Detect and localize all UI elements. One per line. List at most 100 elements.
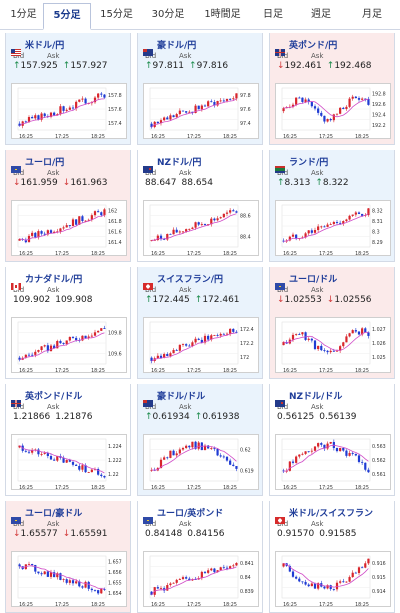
y-tick-label: 0.619	[240, 469, 254, 475]
card-header: ランド/円	[270, 154, 394, 173]
y-tick-label: 0.841	[240, 561, 254, 567]
candle	[46, 230, 49, 235]
rate-card[interactable]: NZドル/円 Bid Ask 88.647 88.654 88.6 88.4 16:25 17:…	[137, 150, 263, 262]
candle	[342, 107, 345, 110]
rate-card[interactable]: スイスフラン/円 Bid Ask ↑172.445 ↑172.461 172.4 172.2…	[137, 267, 263, 379]
rate-card[interactable]: 英ポンド/ドル Bid Ask 1.21866 1.21876 1.224 1.222 1.2…	[5, 384, 131, 496]
pair-name[interactable]: ユーロ/円	[25, 157, 65, 168]
chart-container[interactable]: 1.224 1.222 1.22 16:25 17:25 18:25	[11, 434, 127, 491]
chart-container[interactable]: 0.563 0.562 0.561 16:25 17:25 18:25	[275, 434, 391, 491]
pair-name[interactable]: ユーロ/豪ドル	[25, 508, 83, 519]
price-chart: 97.8 97.6 97.4 16:25 17:25 18:25	[149, 87, 251, 140]
rate-card[interactable]: ユーロ/英ポンド Bid Ask 0.84148 0.84156 0.841 0.84 0.8…	[137, 501, 263, 613]
pair-name[interactable]: 英ポンド/円	[289, 40, 338, 51]
pair-name[interactable]: ユーロ/ドル	[289, 274, 338, 285]
candle	[43, 571, 46, 575]
tab-3[interactable]: 30分足	[151, 9, 185, 20]
rate-card[interactable]: ユーロ/ドル Bid Ask ↓1.02553 ↓1.02556 1.027 1.026 1.…	[269, 267, 395, 379]
chart-container[interactable]: 192.8 192.6 192.4 192.2 16:25 17:25 18:25	[275, 83, 391, 140]
rate-card[interactable]: 豪ドル/ドル Bid Ask ↑0.61934 ↑0.61938 0.62 0.619 16:…	[137, 384, 263, 496]
arrow-down-icon: ↓	[277, 61, 285, 71]
tab-2[interactable]: 15分足	[100, 9, 133, 20]
chart-container[interactable]: 162 161.8 161.6 161.4 16:25 17:25 18:25	[11, 200, 127, 257]
bid-label: Bid	[13, 520, 25, 528]
pair-name[interactable]: スイスフラン/円	[157, 274, 224, 285]
rate-card[interactable]: 米ドル/円 Bid Ask ↑157.925 ↑157.927 157.8 157.6 157…	[5, 33, 131, 145]
tab-4[interactable]: 1時間足	[204, 9, 241, 20]
rate-card[interactable]: 米ドル/スイスフラン Bid Ask 0.91570 0.91585 0.916 0.915…	[269, 501, 395, 613]
candle	[323, 115, 326, 122]
y-tick-label: 172	[240, 355, 249, 361]
candle	[75, 101, 78, 109]
tab-5[interactable]: 日足	[263, 9, 283, 20]
candle	[181, 447, 185, 450]
candle	[68, 336, 71, 341]
candle	[339, 107, 342, 114]
candle	[219, 217, 222, 219]
chart-container[interactable]: 1.657 1.656 1.655 1.654 16:25 17:25 18:25	[11, 551, 127, 608]
candle	[163, 588, 166, 591]
rate-card[interactable]: 豪ドル/円 Bid Ask ↑97.811 ↑97.816 97.8 97.6 97.4 16:…	[137, 33, 263, 145]
candle	[185, 344, 188, 346]
rate-card[interactable]: ランド/円 Bid Ask ↑8.313 ↑8.322 8.32 8.31 8.3 8.29 16…	[269, 150, 395, 262]
pair-name[interactable]: 米ドル/スイスフラン	[289, 508, 374, 519]
rate-card[interactable]: 英ポンド/円 Bid Ask ↓192.461 ↑192.468 192.8 192.6 19…	[269, 33, 395, 145]
candle	[90, 215, 93, 220]
candle	[62, 579, 65, 580]
candle	[68, 459, 71, 462]
ch-flag-icon	[275, 509, 285, 524]
pair-name[interactable]: ユーロ/英ポンド	[157, 508, 224, 519]
tab-0[interactable]: 1分足	[10, 9, 37, 20]
candle	[320, 112, 323, 116]
rate-card[interactable]: カナダドル/円 Bid Ask 109.902 109.908 109.8 109.6 16:…	[5, 267, 131, 379]
candle	[232, 328, 235, 332]
y-tick-label: 0.916	[372, 561, 386, 567]
chart-container[interactable]: 157.8 157.6 157.4 16:25 17:25 18:25	[11, 83, 127, 140]
candle	[361, 213, 364, 216]
pair-name[interactable]: NZドル/円	[157, 157, 202, 168]
candle	[163, 354, 166, 358]
price-chart: 0.563 0.562 0.561 16:25 17:25 18:25	[281, 438, 386, 491]
rate-card[interactable]: NZドル/ドル Bid Ask 0.56125 0.56139 0.563 0.562 0.5…	[269, 384, 395, 496]
pair-name[interactable]: 豪ドル/円	[157, 40, 197, 51]
tab-7[interactable]: 月足	[362, 9, 382, 20]
tab-1[interactable]: 5分足	[43, 3, 91, 30]
chart-container[interactable]: 88.6 88.4 16:25 17:25 18:25	[143, 200, 259, 257]
candle	[103, 589, 106, 590]
pair-name[interactable]: 英ポンド/ドル	[25, 391, 83, 402]
ask-label: Ask	[47, 403, 60, 411]
bid-value: ↑97.811	[145, 61, 185, 71]
y-tick-label: 1.655	[108, 580, 122, 586]
x-tick-label: 17:25	[319, 134, 333, 140]
candle	[103, 328, 106, 329]
pair-name[interactable]: 米ドル/円	[25, 40, 65, 51]
bid-value: 88.647	[145, 178, 177, 188]
chart-container[interactable]: 97.8 97.6 97.4 16:25 17:25 18:25	[143, 83, 259, 140]
pair-name[interactable]: ランド/円	[289, 157, 329, 168]
chart-container[interactable]: 1.027 1.026 1.025 16:25 17:25 18:25	[275, 317, 391, 374]
rate-card[interactable]: ユーロ/豪ドル Bid Ask ↓1.65577 ↓1.65591 1.657 1.656 1…	[5, 501, 131, 613]
chart-container[interactable]: 0.841 0.84 0.839 16:25 17:25 18:25	[143, 551, 259, 608]
arrow-up-icon: ↑	[194, 412, 203, 422]
candle	[213, 101, 216, 106]
candle	[59, 106, 62, 115]
chart-container[interactable]: 8.32 8.31 8.3 8.29 16:25 17:25 18:25	[275, 200, 391, 257]
pair-name[interactable]: 豪ドル/ドル	[157, 391, 206, 402]
candle	[31, 117, 34, 119]
candle	[188, 578, 191, 581]
pair-name[interactable]: カナダドル/円	[25, 274, 83, 285]
chart-container[interactable]: 0.62 0.619 16:25 17:25 18:25	[143, 434, 259, 491]
tab-6[interactable]: 週足	[311, 9, 331, 20]
chart-container[interactable]: 109.8 109.6 16:25 17:25 18:25	[11, 317, 127, 374]
chart-container[interactable]: 0.916 0.915 0.914 16:25 17:25 18:25	[275, 551, 391, 608]
candle	[301, 453, 304, 455]
candle	[210, 218, 213, 225]
pair-name[interactable]: NZドル/ドル	[289, 391, 343, 402]
bid-value: 109.902	[13, 295, 51, 305]
chart-container[interactable]: 172.4 172.2 172 16:25 17:25 18:25	[143, 317, 259, 374]
candle	[188, 228, 191, 230]
candle	[40, 113, 43, 120]
candle	[53, 572, 56, 578]
rate-card[interactable]: ユーロ/円 Bid Ask ↓161.959 ↓161.963 162 161.8 161.6…	[5, 150, 131, 262]
candle	[210, 568, 213, 571]
